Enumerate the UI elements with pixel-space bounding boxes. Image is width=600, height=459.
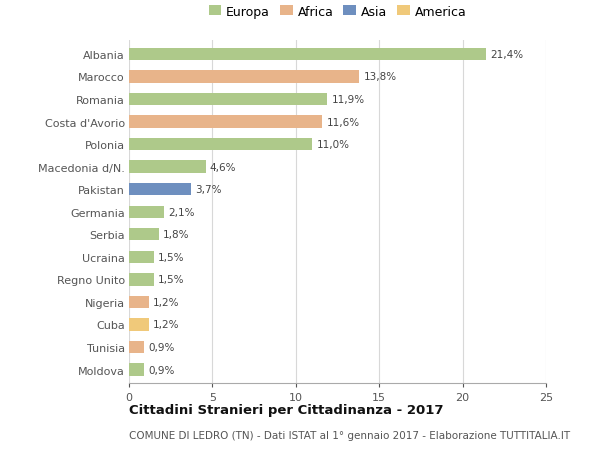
Bar [129, 49, 486, 61]
Text: 1,2%: 1,2% [153, 320, 179, 330]
Text: 21,4%: 21,4% [490, 50, 523, 60]
Text: 0,9%: 0,9% [148, 365, 175, 375]
Bar [129, 341, 144, 353]
Bar [129, 251, 154, 263]
Bar [129, 184, 191, 196]
Text: 2,1%: 2,1% [168, 207, 194, 217]
Bar [129, 364, 144, 376]
Bar [129, 116, 322, 129]
Text: 1,8%: 1,8% [163, 230, 190, 240]
Bar [129, 139, 313, 151]
Text: 1,2%: 1,2% [153, 297, 179, 307]
Bar [129, 229, 159, 241]
Bar [129, 94, 328, 106]
Text: 4,6%: 4,6% [210, 162, 236, 172]
Bar [129, 319, 149, 331]
Text: 11,0%: 11,0% [317, 140, 350, 150]
Bar [129, 71, 359, 84]
Text: Cittadini Stranieri per Cittadinanza - 2017: Cittadini Stranieri per Cittadinanza - 2… [129, 403, 443, 416]
Text: 1,5%: 1,5% [158, 275, 185, 285]
Text: 0,9%: 0,9% [148, 342, 175, 352]
Text: 3,7%: 3,7% [195, 185, 221, 195]
Legend: Europa, Africa, Asia, America: Europa, Africa, Asia, America [206, 3, 469, 21]
Text: 1,5%: 1,5% [158, 252, 185, 262]
Text: 11,6%: 11,6% [326, 118, 360, 127]
Text: 11,9%: 11,9% [332, 95, 365, 105]
Bar [129, 161, 206, 174]
Bar [129, 206, 164, 218]
Text: COMUNE DI LEDRO (TN) - Dati ISTAT al 1° gennaio 2017 - Elaborazione TUTTITALIA.I: COMUNE DI LEDRO (TN) - Dati ISTAT al 1° … [129, 431, 570, 440]
Bar [129, 274, 154, 286]
Text: 13,8%: 13,8% [364, 73, 397, 82]
Bar [129, 296, 149, 308]
